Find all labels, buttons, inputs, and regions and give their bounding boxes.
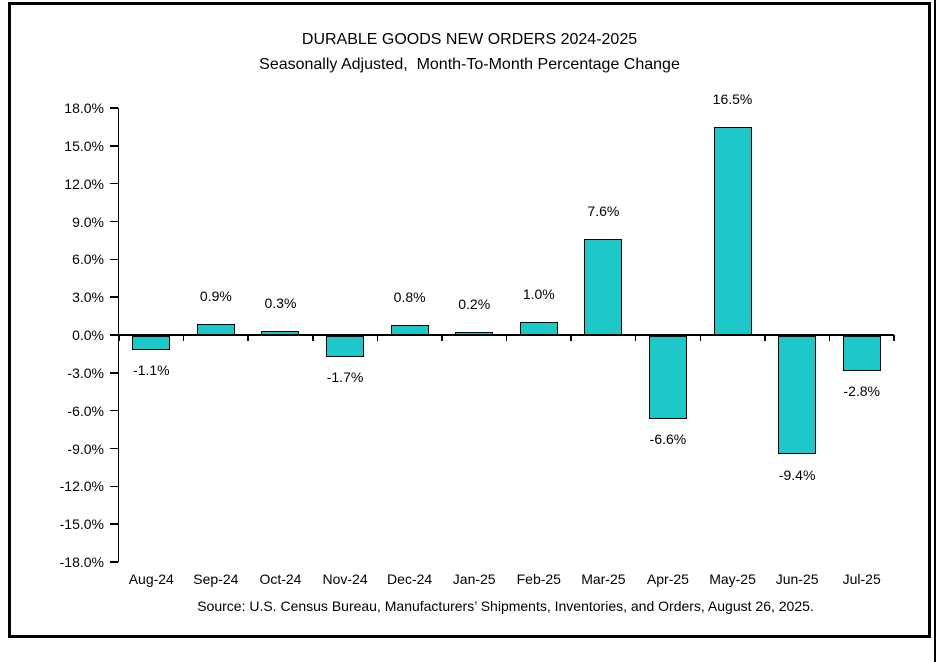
bar-value-label: 7.6% [587,203,620,220]
x-axis-tick [118,335,120,341]
x-axis-label: May-25 [709,571,756,587]
x-axis-label: Apr-25 [646,571,689,587]
x-axis-tick [828,335,831,341]
bar [132,335,171,350]
bar-value-label: -1.7% [326,369,364,386]
y-axis-label: -6.0% [67,402,104,419]
y-axis-label: 3.0% [72,289,104,306]
bar [584,239,623,335]
y-axis-tick [109,561,118,563]
bar-value-label: 0.8% [393,288,426,305]
bar-value-label: -9.4% [778,466,816,483]
y-axis-label: 0.0% [72,327,104,343]
bar [713,126,752,335]
bar [196,323,235,335]
y-axis-label: -18.0% [59,554,104,570]
x-axis-tick [182,335,185,341]
y-axis-label: 12.0% [64,175,104,192]
y-axis-label: -12.0% [59,478,104,495]
x-axis-label: Oct-24 [259,571,302,587]
bar [648,335,687,419]
x-axis-label: Dec-24 [387,571,433,587]
y-axis-tick [109,145,118,147]
x-axis-label: Mar-25 [581,571,626,587]
x-axis-tick [893,335,895,341]
x-axis-tick [570,335,572,341]
chart-subtitle: Seasonally Adjusted, Month-To-Month Perc… [259,56,680,73]
bar-value-label: 1.0% [522,286,555,303]
bar [390,324,429,335]
bar [519,322,558,335]
bar-value-label: 0.2% [458,296,491,313]
x-axis-label: Jan-25 [452,571,496,587]
y-axis-tick [109,409,118,412]
chart-title: DURABLE GOODS NEW ORDERS 2024-2025 [301,31,638,48]
y-axis-tick [109,220,118,223]
y-axis-label: 6.0% [72,251,104,268]
chart-header: DURABLE GOODS NEW ORDERS 2024-2025 Seaso… [8,27,931,77]
bar [778,335,817,455]
x-axis-label: Sep-24 [193,571,239,587]
y-axis-tick [109,447,118,450]
chart-border [8,2,931,638]
y-axis-label: 18.0% [64,100,104,116]
y-axis-tick [109,258,118,261]
x-axis-label: Jul-25 [842,571,881,587]
bar [326,335,365,358]
source-note: Source: U.S. Census Bureau, Manufacturer… [197,598,814,614]
x-axis-tick [247,335,249,341]
y-axis-tick [109,107,118,109]
bar-value-label: -6.6% [649,431,687,448]
x-axis-tick [699,335,701,341]
y-axis-tick [109,523,118,525]
x-axis-label: Jun-25 [775,571,819,587]
bar-value-label: -1.1% [133,361,170,378]
x-axis-label: Aug-24 [128,571,174,587]
y-axis-tick [109,182,118,185]
y-axis-label: 15.0% [64,137,104,154]
bar [261,331,300,335]
bar-value-label: 0.9% [199,287,232,304]
bar-value-label: 16.5% [712,90,753,107]
page-edge-line [934,0,936,662]
y-axis-tick [109,372,118,374]
x-axis-tick [634,335,637,341]
y-axis-tick [109,296,118,298]
y-axis-label: 9.0% [72,213,104,230]
x-axis-label: Feb-25 [516,571,561,587]
x-axis-tick [441,335,443,341]
x-axis-tick [764,335,766,341]
x-axis-label: Nov-24 [322,571,368,587]
y-axis-label: -15.0% [59,516,104,533]
y-axis-tick [109,485,118,488]
x-axis-tick [505,335,508,341]
bar-value-label: -2.8% [843,383,880,400]
y-axis-label: -9.0% [67,440,104,457]
y-axis-label: -3.0% [67,364,104,381]
bar [842,335,881,372]
x-axis-tick [312,335,314,341]
x-axis-tick [376,335,379,341]
plot-area: 18.0% 15.0% 12.0% 9.0% 6.0% 3.0% 0.0% -3.0% -6.0… [60,91,895,587]
bar [455,332,494,335]
bar-value-label: 0.3% [264,295,297,312]
y-axis-tick [109,334,118,336]
